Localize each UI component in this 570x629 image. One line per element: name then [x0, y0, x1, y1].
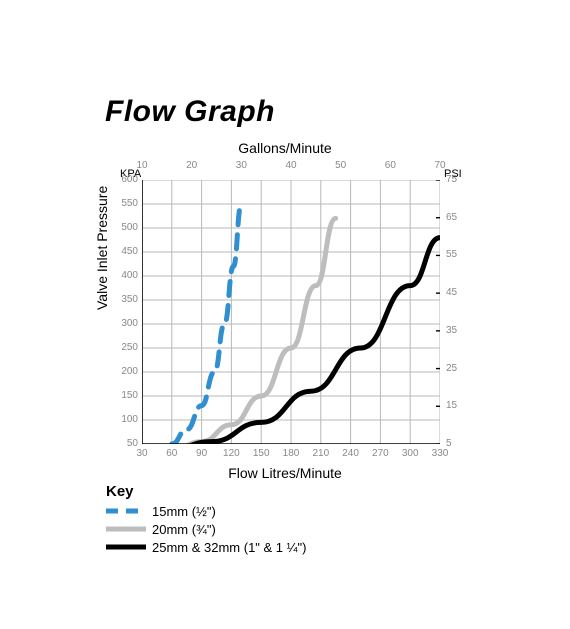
left-tick: 550	[118, 198, 138, 209]
right-tick: 55	[446, 249, 466, 260]
left-tick: 500	[118, 222, 138, 233]
bottom-tick: 330	[428, 448, 452, 459]
legend-label: 25mm & 32mm (1" & 1 ¼")	[152, 540, 306, 555]
top-tick: 20	[182, 160, 202, 171]
left-tick: 400	[118, 270, 138, 281]
legend-label: 15mm (½")	[152, 504, 216, 519]
top-tick: 50	[331, 160, 351, 171]
bottom-tick: 90	[190, 448, 214, 459]
chart-title: Flow Graph	[105, 95, 275, 129]
left-tick: 200	[118, 366, 138, 377]
left-tick: 300	[118, 318, 138, 329]
legend-swatch	[106, 506, 146, 516]
legend-item: 20mm (¾")	[106, 520, 216, 538]
bottom-tick: 180	[279, 448, 303, 459]
top-tick: 70	[430, 160, 450, 171]
top-tick: 10	[132, 160, 152, 171]
bottom-tick: 270	[368, 448, 392, 459]
top-tick: 40	[281, 160, 301, 171]
bottom-tick: 60	[160, 448, 184, 459]
right-tick: 15	[446, 400, 466, 411]
top-tick: 30	[231, 160, 251, 171]
left-tick: 600	[118, 174, 138, 185]
legend-swatch	[106, 542, 146, 552]
right-tick: 25	[446, 363, 466, 374]
flow-chart	[142, 180, 440, 444]
bottom-tick: 120	[219, 448, 243, 459]
legend-label: 20mm (¾")	[152, 522, 216, 537]
page: Flow Graph Gallons/Minute KPA PSI Valve …	[0, 0, 570, 629]
left-tick: 250	[118, 342, 138, 353]
bottom-tick: 30	[130, 448, 154, 459]
left-tick: 350	[118, 294, 138, 305]
legend-item: 25mm & 32mm (1" & 1 ¼")	[106, 538, 306, 556]
legend-swatch	[106, 524, 146, 534]
right-tick: 5	[446, 438, 466, 449]
right-tick: 45	[446, 287, 466, 298]
legend-item: 15mm (½")	[106, 502, 216, 520]
legend-title: Key	[106, 483, 134, 500]
bottom-tick: 240	[339, 448, 363, 459]
right-tick: 35	[446, 325, 466, 336]
left-tick: 100	[118, 414, 138, 425]
left-axis-label: Valve Inlet Pressure	[94, 186, 110, 310]
series-25_32mm	[172, 238, 440, 444]
bottom-tick: 150	[249, 448, 273, 459]
right-tick: 65	[446, 212, 466, 223]
left-tick: 150	[118, 390, 138, 401]
top-axis-label: Gallons/Minute	[0, 140, 570, 156]
bottom-axis-label: Flow Litres/Minute	[0, 465, 570, 481]
left-tick: 450	[118, 246, 138, 257]
bottom-tick: 210	[309, 448, 333, 459]
top-tick: 60	[380, 160, 400, 171]
right-tick: 75	[446, 174, 466, 185]
bottom-tick: 300	[398, 448, 422, 459]
